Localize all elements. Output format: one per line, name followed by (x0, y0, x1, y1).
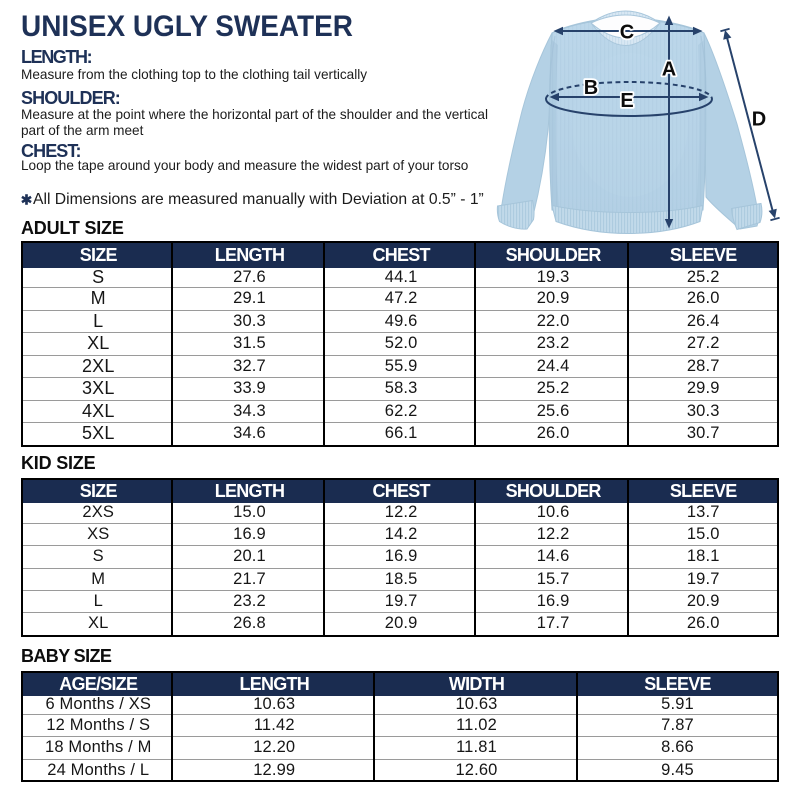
svg-text:E: E (620, 90, 633, 112)
svg-text:C: C (620, 22, 634, 44)
svg-text:B: B (584, 77, 598, 99)
svg-text:A: A (662, 58, 676, 80)
svg-text:D: D (752, 109, 766, 131)
